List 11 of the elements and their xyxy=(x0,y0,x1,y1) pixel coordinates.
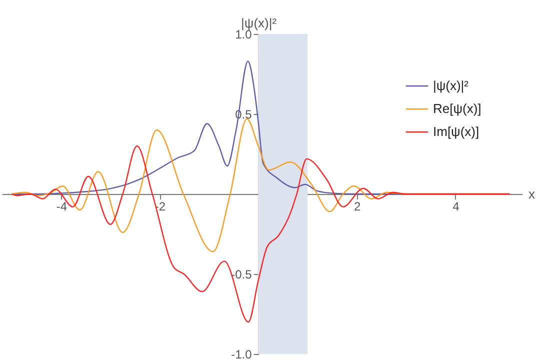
y-axis-title: |ψ(x)|² xyxy=(241,16,278,30)
line-series xyxy=(11,145,510,323)
x-tick-label: -4 xyxy=(56,200,68,214)
x-tick-label: 4 xyxy=(452,200,460,214)
y-tick-label: -0.5 xyxy=(231,268,252,282)
legend-label: Re[ψ(x)] xyxy=(433,101,482,116)
legend-label: Im[ψ(x)] xyxy=(433,124,480,139)
x-tick-label: 2 xyxy=(354,200,362,214)
x-axis-title: x xyxy=(528,186,536,202)
y-tick-label: -1.0 xyxy=(231,348,252,362)
legend-label: |ψ(x)|² xyxy=(433,78,470,93)
